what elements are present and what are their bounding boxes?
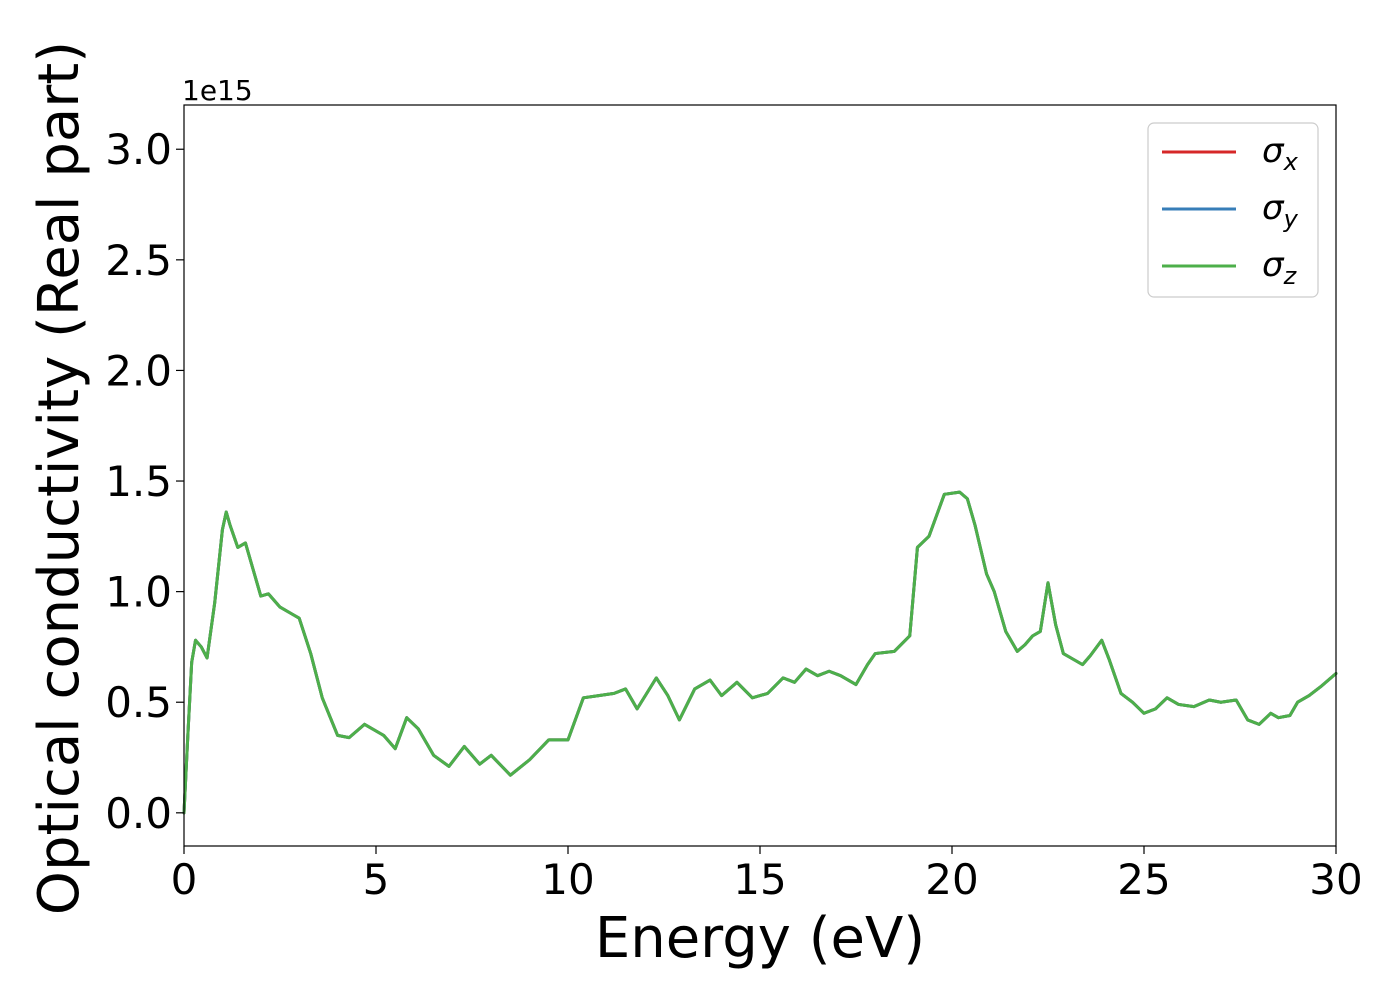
series-line-z xyxy=(182,490,1338,815)
y-tick-label: 2.0 xyxy=(105,346,172,395)
y-offset-label: 1e15 xyxy=(182,74,253,107)
y-tick-label: 2.5 xyxy=(105,236,172,285)
y-tick-label: 1.5 xyxy=(105,457,172,506)
y-axis-title: Optical conductivity (Real part) xyxy=(27,41,92,915)
plot-lines xyxy=(182,490,1338,815)
y-tick-label: 1.0 xyxy=(105,568,172,617)
y-tick-label: 0.0 xyxy=(105,789,172,838)
y-axis-ticks: 0.0 0.5 1.0 1.5 2.0 2.5 3.0 xyxy=(105,125,184,838)
y-tick-label: 3.0 xyxy=(105,125,172,174)
legend: σx σy σz xyxy=(1147,122,1319,298)
x-tick-label: 10 xyxy=(541,855,594,904)
y-tick-label: 0.5 xyxy=(105,678,172,727)
legend-label-y: σy xyxy=(1262,188,1299,233)
x-axis-title: Energy (eV) xyxy=(595,906,925,971)
x-tick-label: 5 xyxy=(363,855,390,904)
x-tick-label: 15 xyxy=(733,855,786,904)
legend-label-x: σx xyxy=(1262,131,1299,176)
x-tick-label: 0 xyxy=(171,855,198,904)
x-axis-ticks: 0 5 10 15 20 25 30 xyxy=(171,846,1363,904)
x-tick-label: 30 xyxy=(1309,855,1362,904)
legend-label-z: σz xyxy=(1262,245,1298,290)
x-tick-label: 20 xyxy=(925,855,978,904)
x-tick-label: 25 xyxy=(1117,855,1170,904)
